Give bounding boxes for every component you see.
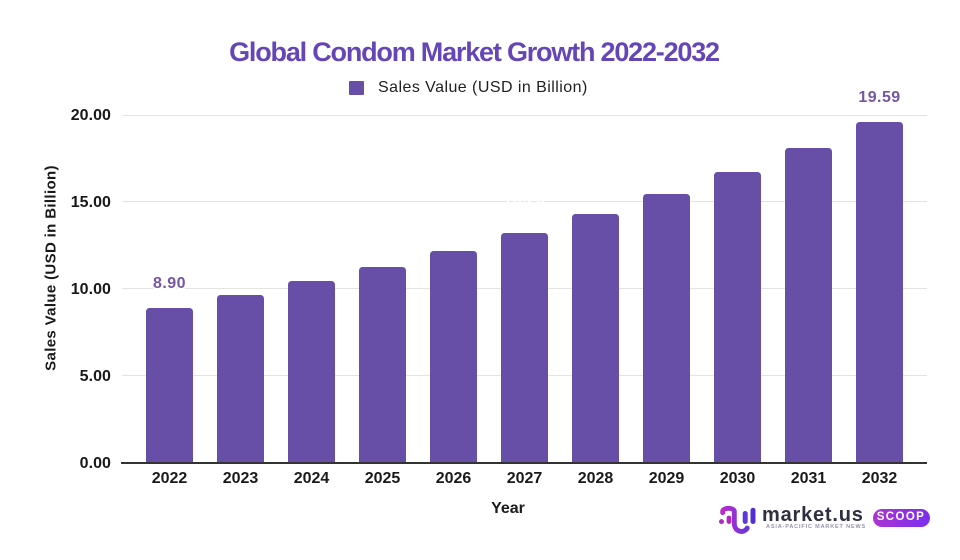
bar-2028 [572, 214, 619, 463]
bar-2029 [643, 194, 690, 463]
bar-2032 [856, 122, 903, 463]
bar-2022 [146, 307, 193, 463]
y-tick-10.00: 10.00 [70, 281, 111, 299]
bar-2026 [430, 250, 477, 463]
bar-2027 [501, 233, 548, 463]
y-axis-title: Sales Value (USD in Billion) [42, 165, 60, 371]
legend-swatch [349, 80, 364, 95]
bar-label-2022: 8.90 [153, 275, 186, 293]
y-tick-15.00: 15.00 [70, 194, 111, 212]
x-tick-2030: 2030 [719, 470, 756, 487]
bar-label-2027: 13.20 [503, 191, 546, 209]
brand-badge: SCOOP [872, 508, 930, 527]
chart-title: Global Condom Market Growth 2022-2032 [229, 36, 720, 67]
x-tick-2023: 2023 [222, 470, 259, 487]
bar-2023 [217, 295, 264, 463]
legend-label: Sales Value (USD in Billion) [378, 78, 588, 96]
bar-2025 [359, 266, 406, 463]
market-us-logo-icon [719, 505, 756, 534]
x-tick-2031: 2031 [790, 470, 827, 487]
bar-2024 [288, 281, 335, 463]
gridline-20.00 [122, 114, 927, 116]
x-tick-2024: 2024 [293, 470, 330, 487]
bar-2030 [714, 171, 761, 463]
brand-badge-label: SCOOP [876, 511, 926, 524]
y-tick-0.00: 0.00 [79, 454, 111, 472]
x-tick-2022: 2022 [151, 470, 188, 487]
bar-2031 [785, 148, 832, 463]
legend: Sales Value (USD in Billion) [349, 78, 588, 96]
x-axis-line [121, 461, 927, 465]
brand-logo-text: market.us [762, 504, 864, 526]
brand-tagline: ASIA-PACIFIC MARKET NEWS [766, 524, 867, 530]
y-tick-20.00: 20.00 [70, 107, 111, 125]
x-tick-2029: 2029 [648, 470, 685, 487]
brand-logo: market.us ASIA-PACIFIC MARKET NEWS SCOOP [716, 498, 946, 548]
x-tick-2028: 2028 [577, 470, 614, 487]
x-tick-2026: 2026 [435, 470, 472, 487]
x-axis-title: Year [491, 499, 525, 517]
x-tick-2025: 2025 [364, 470, 401, 487]
bar-label-2032: 19.59 [858, 89, 901, 107]
y-tick-5.00: 5.00 [79, 368, 111, 386]
x-tick-2032: 2032 [861, 470, 898, 487]
x-tick-2027: 2027 [506, 470, 543, 487]
gridline-15.00 [122, 201, 927, 203]
